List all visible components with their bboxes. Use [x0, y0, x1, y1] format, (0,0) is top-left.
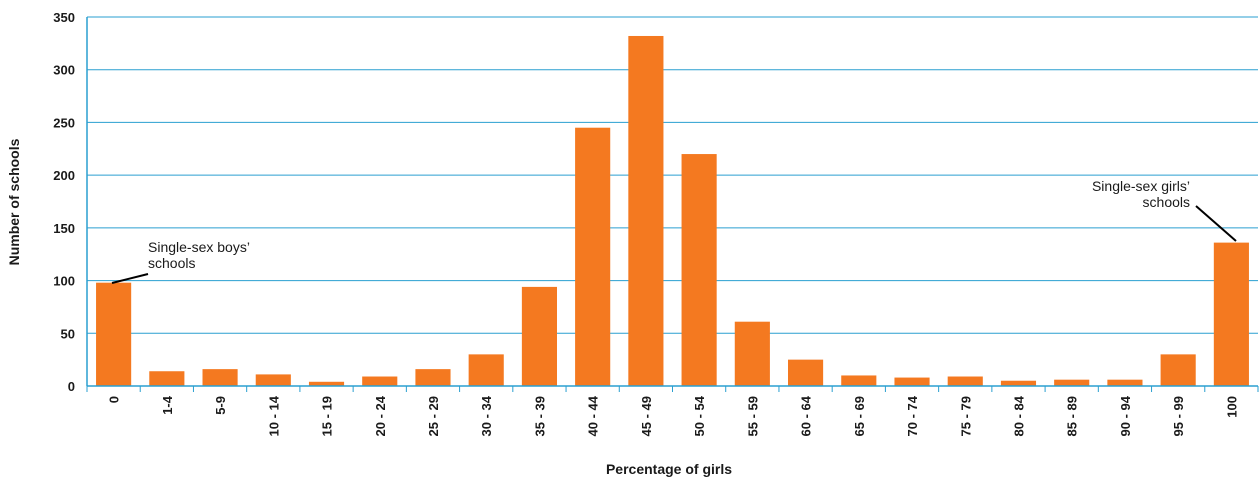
- bar: [521, 286, 557, 386]
- x-tick-label: 25 - 29: [426, 396, 441, 436]
- y-tick-label: 150: [53, 221, 75, 236]
- bar: [1054, 379, 1090, 386]
- x-tick-label: 100: [1224, 396, 1239, 418]
- x-tick-label: 65 - 69: [852, 396, 867, 436]
- bar: [894, 377, 930, 386]
- bar: [947, 376, 983, 386]
- bar: [468, 354, 504, 386]
- annotation-leader-line: [1195, 205, 1237, 242]
- x-tick-label: 30 - 34: [479, 395, 494, 436]
- bar: [681, 154, 717, 386]
- bar: [202, 369, 238, 386]
- bar: [362, 376, 398, 386]
- x-tick-label: 60 - 64: [799, 395, 814, 436]
- annotation-leader-line: [111, 273, 149, 284]
- x-tick-label: 1-4: [160, 395, 175, 415]
- x-tick-label: 85 - 89: [1065, 396, 1080, 436]
- x-tick-label: 40 - 44: [586, 395, 601, 436]
- y-axis-title: Number of schools: [6, 138, 22, 265]
- y-tick-label: 250: [53, 115, 75, 130]
- bar: [149, 371, 185, 386]
- y-tick-label: 200: [53, 168, 75, 183]
- bar: [1160, 354, 1196, 386]
- x-tick-label: 10 - 14: [266, 395, 281, 436]
- annotations: Single-sex boys’ schools Single-sex girls’…: [111, 178, 1237, 284]
- bar: [575, 127, 611, 386]
- y-tick-label: 100: [53, 274, 75, 289]
- x-tick-label: 45 - 49: [639, 396, 654, 436]
- y-tick-label: 50: [61, 326, 75, 341]
- x-tick-label: 55 - 59: [745, 396, 760, 436]
- bar: [308, 381, 345, 386]
- x-tick-labels: 0 1-4 5-9 10 - 14 15 - 19 20 - 24 25 - 29 30 - …: [107, 395, 1240, 436]
- bar: [841, 375, 877, 386]
- bar: [96, 282, 132, 386]
- x-tick-label: 0: [107, 396, 122, 403]
- annotation-text: Single-sex boys’ schools: [148, 239, 250, 271]
- bar: [1107, 379, 1143, 386]
- bar: [1213, 242, 1249, 386]
- y-tick-label: 350: [53, 10, 75, 25]
- x-tick-label: 90 - 94: [1118, 395, 1133, 436]
- x-tick-label: 70 - 74: [905, 395, 920, 436]
- bar: [415, 369, 451, 386]
- bar: [788, 359, 824, 386]
- bar: [1000, 380, 1037, 386]
- y-tick-label: 0: [68, 379, 75, 394]
- y-tick-label: 300: [53, 63, 75, 78]
- x-tick-label: 20 - 24: [373, 395, 388, 436]
- x-tick-label: 5-9: [213, 396, 228, 415]
- x-tick-label: 50 - 54: [692, 395, 707, 436]
- bar: [734, 321, 770, 386]
- x-tick-label: 75 - 79: [958, 396, 973, 436]
- bars: [96, 35, 1249, 386]
- x-tick-label: 15 - 19: [320, 396, 335, 436]
- gridlines: [87, 16, 1258, 334]
- x-tick-label: 95 - 99: [1171, 396, 1186, 436]
- y-tick-labels: 0 50 100 150 200 250 300 350: [53, 10, 75, 394]
- x-axis-title: Percentage of girls: [606, 461, 732, 477]
- annotation-text: Single-sex girls’ schools: [1092, 178, 1190, 210]
- bar: [255, 374, 291, 386]
- axes: [86, 17, 1259, 392]
- bar: [628, 35, 664, 386]
- x-tick-label: 80 - 84: [1011, 395, 1026, 436]
- x-tick-label: 35 - 39: [532, 396, 547, 436]
